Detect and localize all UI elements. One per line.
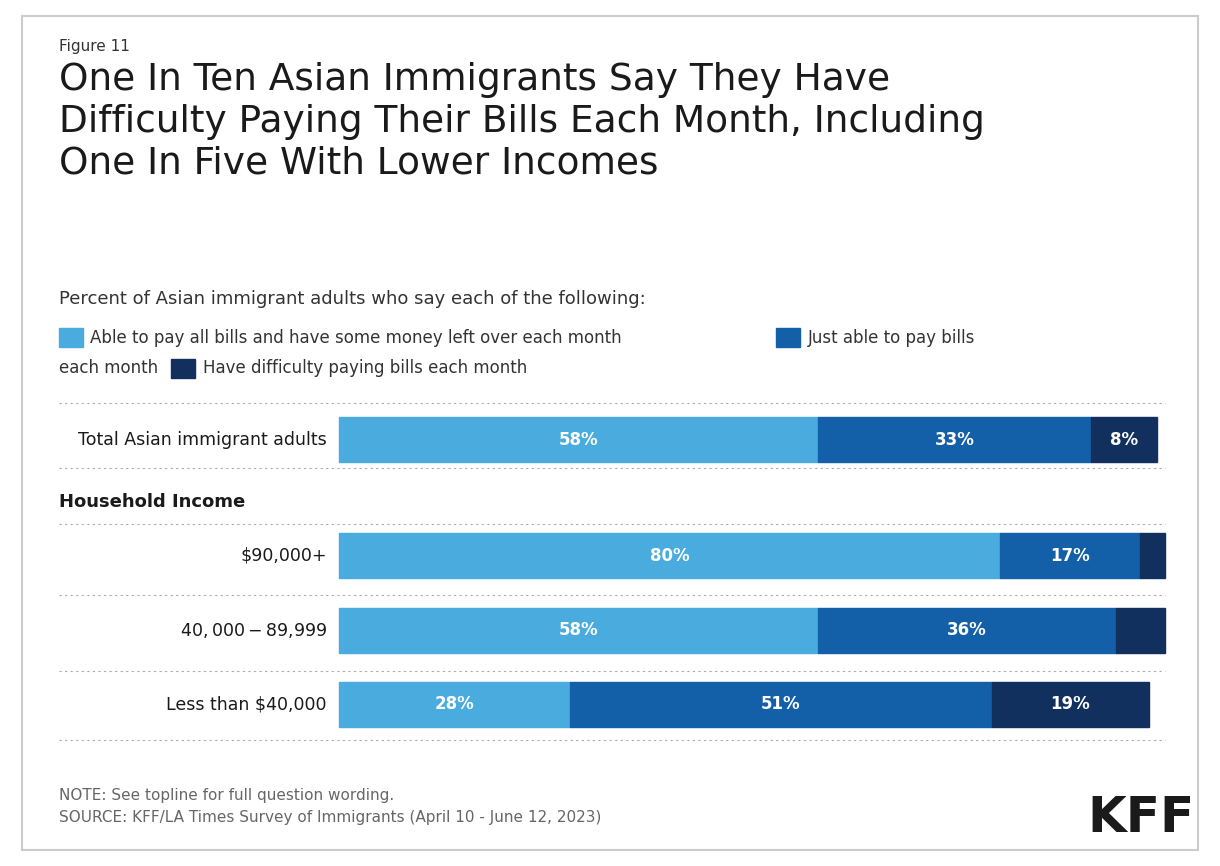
Text: One In Ten Asian Immigrants Say They Have
Difficulty Paying Their Bills Each Mon: One In Ten Asian Immigrants Say They Hav… [59, 62, 985, 182]
Text: Household Income: Household Income [59, 494, 245, 511]
Text: SOURCE: KFF/LA Times Survey of Immigrants (April 10 - June 12, 2023): SOURCE: KFF/LA Times Survey of Immigrant… [59, 810, 601, 824]
Text: KFF: KFF [1087, 794, 1194, 843]
Bar [339, 533, 1000, 578]
Bar [339, 417, 819, 462]
Text: Less than $40,000: Less than $40,000 [166, 695, 327, 713]
Text: each month: each month [59, 359, 157, 377]
Text: 19%: 19% [1050, 695, 1089, 713]
Text: Percent of Asian immigrant adults who say each of the following:: Percent of Asian immigrant adults who sa… [59, 290, 645, 308]
Text: $40,000-$89,999: $40,000-$89,999 [179, 621, 327, 640]
Text: Just able to pay bills: Just able to pay bills [808, 329, 975, 346]
Bar [992, 682, 1148, 727]
Bar [171, 359, 195, 378]
Bar [571, 682, 992, 727]
Bar [819, 608, 1115, 653]
Text: 51%: 51% [761, 695, 800, 713]
Bar [1091, 417, 1157, 462]
Text: 28%: 28% [434, 695, 475, 713]
Bar [59, 328, 83, 347]
Text: $90,000+: $90,000+ [240, 547, 327, 565]
Text: 80%: 80% [650, 547, 689, 565]
Text: Total Asian immigrant adults: Total Asian immigrant adults [78, 431, 327, 449]
Bar [1000, 533, 1141, 578]
Bar [776, 328, 800, 347]
Bar [1115, 608, 1165, 653]
Bar [339, 608, 819, 653]
Text: 17%: 17% [1050, 547, 1089, 565]
Text: Able to pay all bills and have some money left over each month: Able to pay all bills and have some mone… [90, 329, 622, 346]
Text: 58%: 58% [559, 622, 599, 639]
Text: Have difficulty paying bills each month: Have difficulty paying bills each month [203, 359, 527, 377]
Text: 58%: 58% [559, 431, 599, 449]
Text: 36%: 36% [947, 622, 987, 639]
Bar [819, 417, 1091, 462]
Text: 8%: 8% [1110, 431, 1138, 449]
Text: Figure 11: Figure 11 [59, 39, 129, 54]
Bar [1141, 533, 1165, 578]
Text: NOTE: See topline for full question wording.: NOTE: See topline for full question word… [59, 788, 394, 803]
Bar [339, 682, 571, 727]
Text: 33%: 33% [935, 431, 975, 449]
